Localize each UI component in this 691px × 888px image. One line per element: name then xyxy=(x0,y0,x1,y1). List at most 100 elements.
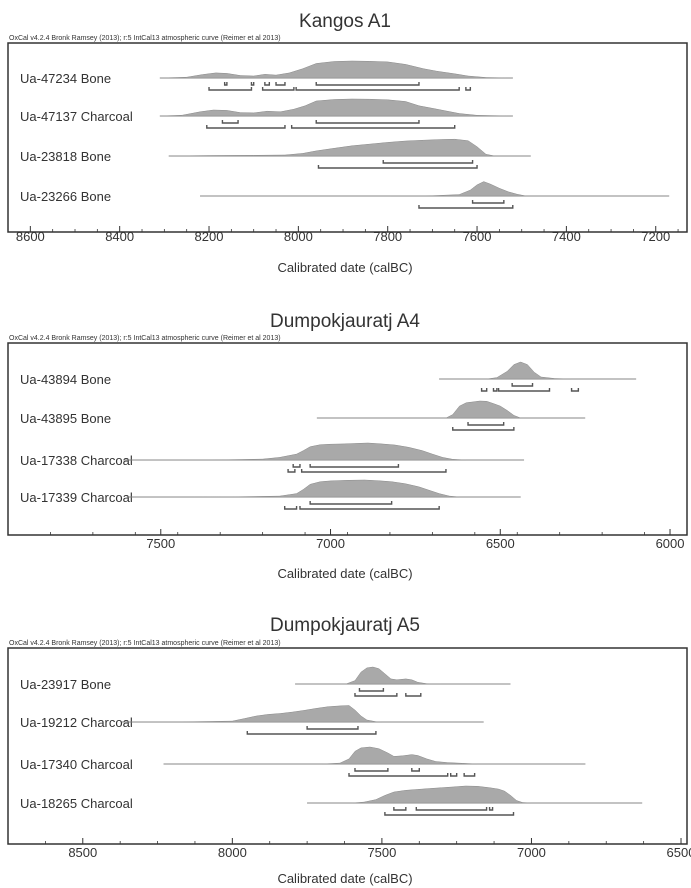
sample-row: Ua-23917 Bone xyxy=(20,666,511,697)
sample-row: Ua-43894 Bone xyxy=(20,361,637,392)
sample-row: Ua-43895 Bone xyxy=(20,400,586,431)
hpd68-bracket xyxy=(315,120,420,124)
x-tick-label: 7500 xyxy=(367,845,396,860)
probability-distribution xyxy=(121,705,484,723)
hpd95-bracket xyxy=(261,87,295,91)
sample-label: Ua-17339 Charcoal xyxy=(20,490,133,505)
probability-distribution xyxy=(123,442,524,461)
hpd68-bracket xyxy=(315,82,420,86)
hpd68-bracket xyxy=(250,82,255,86)
chart-panel: Kangos A1 OxCal v4.2.4 Bronk Ramsey (2013… xyxy=(7,11,688,275)
x-tick-label: 8000 xyxy=(218,845,247,860)
hpd95-bracket xyxy=(480,388,488,392)
hpd95-bracket xyxy=(299,506,440,510)
sample-label: Ua-47234 Bone xyxy=(20,71,111,86)
x-axis-label: Calibrated date (calBC) xyxy=(277,260,412,275)
x-tick-label: 8400 xyxy=(105,229,134,244)
hpd95-bracket xyxy=(290,125,456,129)
sample-row: Ua-47137 Charcoal xyxy=(20,98,513,129)
probability-distribution xyxy=(159,60,513,79)
probability-distribution xyxy=(126,479,521,498)
hpd95-bracket xyxy=(206,125,286,129)
hpd95-bracket xyxy=(418,205,514,209)
x-tick-label: 7500 xyxy=(146,536,175,551)
hpd95-bracket xyxy=(497,388,551,392)
x-tick-label: 7000 xyxy=(316,536,345,551)
hpd95-bracket xyxy=(405,693,422,697)
sample-label: Ua-17338 Charcoal xyxy=(20,453,133,468)
sample-label: Ua-18265 Charcoal xyxy=(20,796,133,811)
sample-row: Ua-23818 Bone xyxy=(20,138,531,169)
sample-label: Ua-17340 Charcoal xyxy=(20,757,133,772)
x-tick-label: 8200 xyxy=(195,229,224,244)
hpd68-bracket xyxy=(306,726,359,730)
probability-distribution xyxy=(159,98,513,117)
probability-distribution xyxy=(163,746,586,765)
chart-title: Dumpokjauratj A5 xyxy=(270,615,420,636)
sample-row: Ua-19212 Charcoal xyxy=(20,705,484,735)
probability-distribution xyxy=(295,666,511,685)
hpd95-bracket xyxy=(300,469,447,473)
hpd68-bracket xyxy=(382,160,474,164)
sample-label: Ua-23266 Bone xyxy=(20,189,111,204)
hpd95-bracket xyxy=(492,388,498,392)
sample-row: Ua-17338 Charcoal xyxy=(20,442,525,473)
sample-label: Ua-23917 Bone xyxy=(20,677,111,692)
plot-frame xyxy=(7,647,688,845)
hpd68-bracket xyxy=(309,464,400,468)
hpd95-bracket xyxy=(384,812,515,816)
chart-title: Dumpokjauratj A4 xyxy=(270,311,420,332)
x-axis-label: Calibrated date (calBC) xyxy=(277,871,412,886)
chart-subtitle: OxCal v4.2.4 Bronk Ramsey (2013); r:5 In… xyxy=(9,640,281,647)
hpd95-bracket xyxy=(452,427,515,431)
chart-panel: Dumpokjauratj A5 OxCal v4.2.4 Bronk Ramse… xyxy=(7,615,691,886)
sample-row: Ua-17340 Charcoal xyxy=(20,746,586,777)
hpd68-bracket xyxy=(264,82,271,86)
hpd95-bracket xyxy=(295,87,460,91)
probability-distribution xyxy=(439,361,637,380)
hpd95-bracket xyxy=(317,165,478,169)
x-tick-label: 7600 xyxy=(463,229,492,244)
hpd95-bracket xyxy=(570,388,580,392)
sample-row: Ua-47234 Bone xyxy=(20,60,513,91)
chart-subtitle: OxCal v4.2.4 Bronk Ramsey (2013); r:5 In… xyxy=(9,335,281,342)
x-tick-label: 8000 xyxy=(284,229,313,244)
hpd95-bracket xyxy=(449,773,458,777)
probability-distribution xyxy=(316,400,586,419)
hpd68-bracket xyxy=(354,768,389,772)
chart-subtitle: OxCal v4.2.4 Bronk Ramsey (2013); r:5 In… xyxy=(9,35,281,42)
hpd95-bracket xyxy=(208,87,253,91)
probability-distribution xyxy=(200,181,670,197)
hpd68-bracket xyxy=(393,807,407,811)
probability-distribution xyxy=(307,785,643,804)
hpd68-bracket xyxy=(415,807,488,811)
x-axis-label: Calibrated date (calBC) xyxy=(277,566,412,581)
hpd68-bracket xyxy=(488,807,494,811)
sample-label: Ua-23818 Bone xyxy=(20,149,111,164)
x-tick-label: 7200 xyxy=(641,229,670,244)
sample-label: Ua-19212 Charcoal xyxy=(20,715,133,730)
x-tick-label: 8600 xyxy=(16,229,45,244)
sample-row: Ua-23266 Bone xyxy=(20,181,670,209)
hpd68-bracket xyxy=(511,383,534,387)
hpd95-bracket xyxy=(465,87,472,91)
x-tick-label: 7800 xyxy=(373,229,402,244)
sample-row: Ua-17339 Charcoal xyxy=(20,479,521,510)
chart-title: Kangos A1 xyxy=(299,11,391,32)
hpd95-bracket xyxy=(354,693,398,697)
plot-frame xyxy=(7,42,688,233)
x-tick-label: 6500 xyxy=(486,536,515,551)
hpd95-bracket xyxy=(348,773,449,777)
hpd95-bracket xyxy=(246,731,377,735)
x-tick-label: 8500 xyxy=(68,845,97,860)
hpd68-bracket xyxy=(358,688,385,692)
sample-label: Ua-43894 Bone xyxy=(20,372,111,387)
x-tick-label: 7000 xyxy=(517,845,546,860)
hpd68-bracket xyxy=(275,82,286,86)
hpd68-bracket xyxy=(292,464,301,468)
chart-panel: Dumpokjauratj A4 OxCal v4.2.4 Bronk Ramse… xyxy=(7,311,688,581)
hpd95-bracket xyxy=(463,773,476,777)
hpd68-bracket xyxy=(467,422,505,426)
x-tick-label: 6500 xyxy=(667,845,691,860)
